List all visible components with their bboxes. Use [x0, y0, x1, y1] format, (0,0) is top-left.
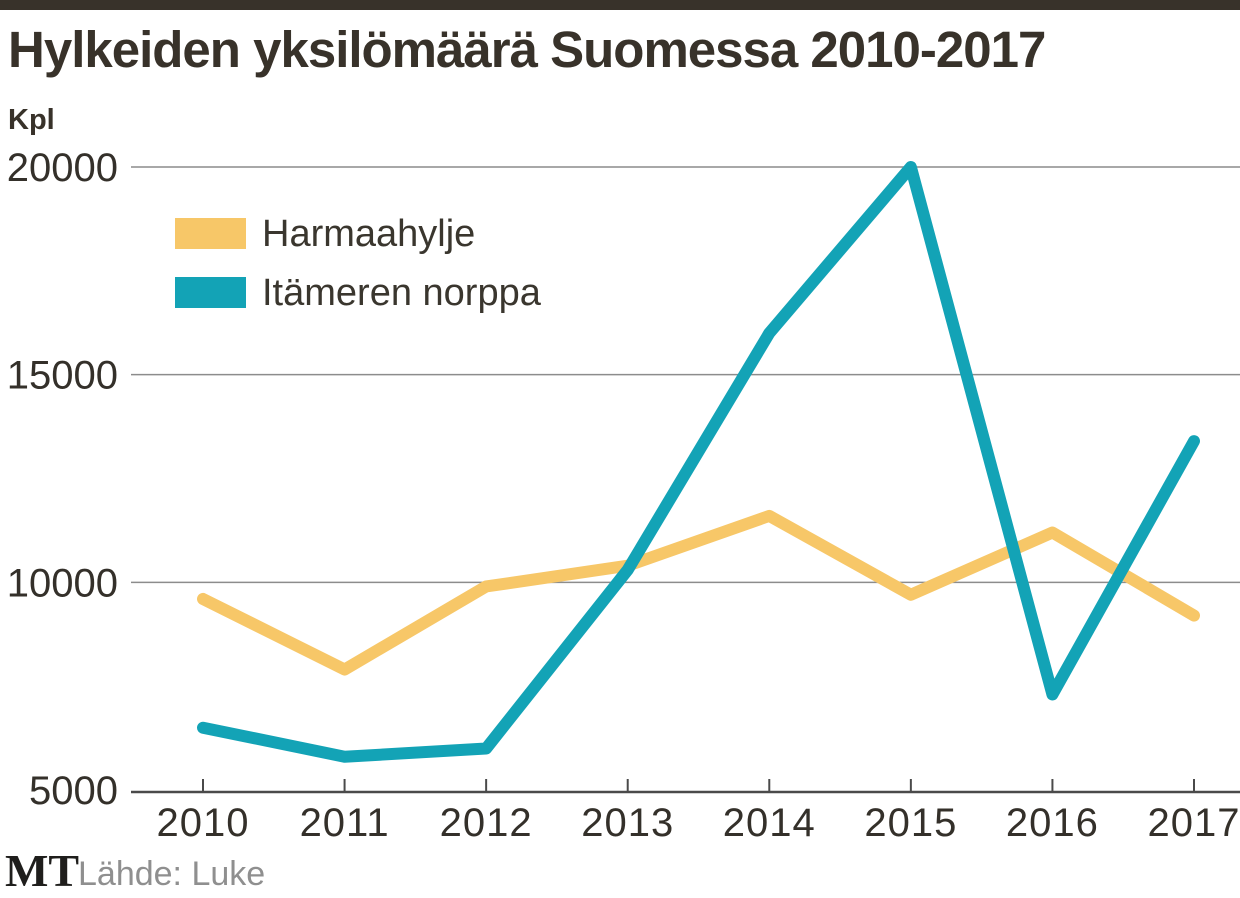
x-axis-label-2015: 2015	[864, 801, 957, 845]
series-line-itameren-norppa	[197, 161, 1200, 763]
x-axis-label-2012: 2012	[440, 801, 533, 845]
legend-swatch-itameren-norppa	[175, 277, 246, 308]
y-axis-label-15000: 15000	[7, 354, 118, 398]
x-axis-label-2014: 2014	[723, 801, 816, 845]
x-axis-label-2011: 2011	[300, 801, 390, 845]
legend-swatch-harmaahylje	[175, 218, 246, 249]
x-axis-label-2017: 2017	[1148, 801, 1240, 845]
y-axis-label-20000: 20000	[7, 146, 118, 190]
chart-title: Hylkeiden yksilömäärä Suomessa 2010-2017	[8, 21, 1046, 78]
x-axis-label-2010: 2010	[157, 801, 250, 845]
y-axis-label-10000: 10000	[7, 561, 118, 605]
top-accent-bar	[0, 0, 1240, 10]
legend-label-itameren-norppa: Itämeren norppa	[262, 272, 542, 314]
x-axis-label-2013: 2013	[581, 801, 674, 845]
y-axis-label-5000: 5000	[29, 769, 118, 813]
mt-logo: MT	[5, 845, 80, 896]
series-line-harmaahylje	[197, 509, 1200, 676]
y-axis-unit-label: Kpl	[8, 104, 55, 136]
legend-label-harmaahylje: Harmaahylje	[262, 213, 475, 255]
x-axis-label-2016: 2016	[1006, 801, 1099, 845]
source-credit: Lähde: Luke	[78, 855, 266, 893]
